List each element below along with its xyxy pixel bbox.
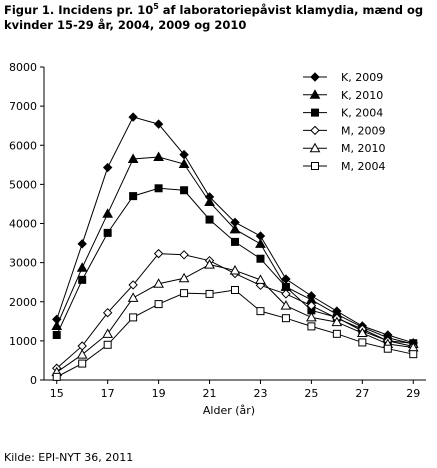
y-tick-label: 3000 (9, 257, 37, 270)
point (78, 275, 87, 284)
title-text: Figur 1. Incidens pr. 10 (4, 3, 153, 17)
x-tick-label: 27 (355, 387, 369, 400)
x-tick-label: 21 (203, 387, 217, 400)
point (153, 278, 164, 288)
chart-title: kvinder 15-29 år, 2004, 2009 og 2010 (4, 18, 246, 32)
marker (311, 108, 319, 117)
point (332, 329, 341, 338)
point (128, 112, 138, 122)
point (229, 264, 241, 275)
point (205, 215, 214, 224)
point (127, 292, 139, 302)
y-tick-label: 4000 (9, 218, 37, 231)
x-tick-label: 19 (152, 387, 166, 400)
x-tick-label: 29 (406, 387, 420, 400)
legend-label: M, 2010 (341, 142, 385, 155)
point (128, 280, 138, 290)
point (153, 151, 164, 161)
point (154, 300, 163, 309)
point (383, 344, 392, 353)
series-line (56, 264, 414, 373)
point (280, 300, 292, 310)
point (102, 162, 113, 173)
point (306, 300, 317, 311)
point (356, 327, 368, 338)
point (255, 274, 266, 284)
point (102, 208, 114, 218)
marker (310, 72, 320, 82)
marker (311, 162, 319, 170)
point (409, 350, 418, 359)
point (331, 316, 343, 327)
point (52, 331, 61, 340)
point (76, 262, 88, 272)
y-tick-label: 2000 (9, 296, 37, 309)
legend-label: K, 2010 (341, 89, 383, 102)
point (179, 250, 189, 260)
point (256, 254, 265, 263)
point (255, 238, 266, 248)
point (256, 307, 265, 316)
series-line (56, 156, 414, 345)
point (358, 338, 367, 347)
marker (309, 142, 321, 153)
point (154, 184, 163, 193)
point (205, 289, 214, 298)
point (229, 223, 241, 234)
point (180, 186, 189, 195)
chart-title: Figur 1. Incidens pr. 105 af laboratorie… (4, 2, 423, 17)
point (129, 313, 138, 322)
point (180, 289, 189, 298)
point (127, 153, 139, 163)
marker (310, 125, 320, 136)
legend-label: M, 2004 (341, 160, 385, 173)
point (178, 272, 190, 283)
point (103, 228, 112, 237)
y-tick-label: 5000 (9, 178, 37, 191)
title-superscript: 5 (153, 2, 159, 11)
title-text: af laboratoriepåvist klamydia, mænd og (159, 3, 423, 17)
point (153, 248, 164, 259)
point (52, 372, 61, 381)
point (231, 286, 239, 295)
y-tick-label: 0 (30, 374, 37, 387)
point (77, 239, 87, 249)
point (281, 314, 290, 323)
y-tick-label: 8000 (9, 61, 37, 74)
point (153, 119, 164, 129)
point (178, 158, 190, 169)
legend-label: M, 2009 (341, 124, 385, 137)
x-tick-label: 25 (304, 387, 318, 400)
legend-label: K, 2009 (341, 71, 383, 84)
y-tick-label: 7000 (9, 100, 37, 113)
y-tick-label: 1000 (9, 335, 37, 348)
point (102, 307, 113, 318)
source: Kilde: EPI-NYT 36, 2011 (4, 451, 133, 464)
point (51, 320, 63, 331)
point (102, 328, 114, 338)
point (204, 259, 215, 269)
point (204, 196, 215, 206)
point (76, 349, 88, 359)
legend-label: K, 2004 (341, 107, 383, 120)
point (306, 311, 317, 322)
point (78, 359, 87, 368)
point (281, 289, 291, 299)
marker (309, 89, 321, 99)
point (103, 340, 112, 349)
point (307, 322, 316, 331)
x-tick-label: 15 (50, 387, 64, 400)
point (231, 237, 239, 246)
point (129, 192, 138, 201)
x-tick-label: 23 (253, 387, 267, 400)
x-axis-label: Alder (år) (203, 404, 255, 417)
x-tick-label: 17 (101, 387, 115, 400)
y-tick-label: 6000 (9, 139, 37, 152)
